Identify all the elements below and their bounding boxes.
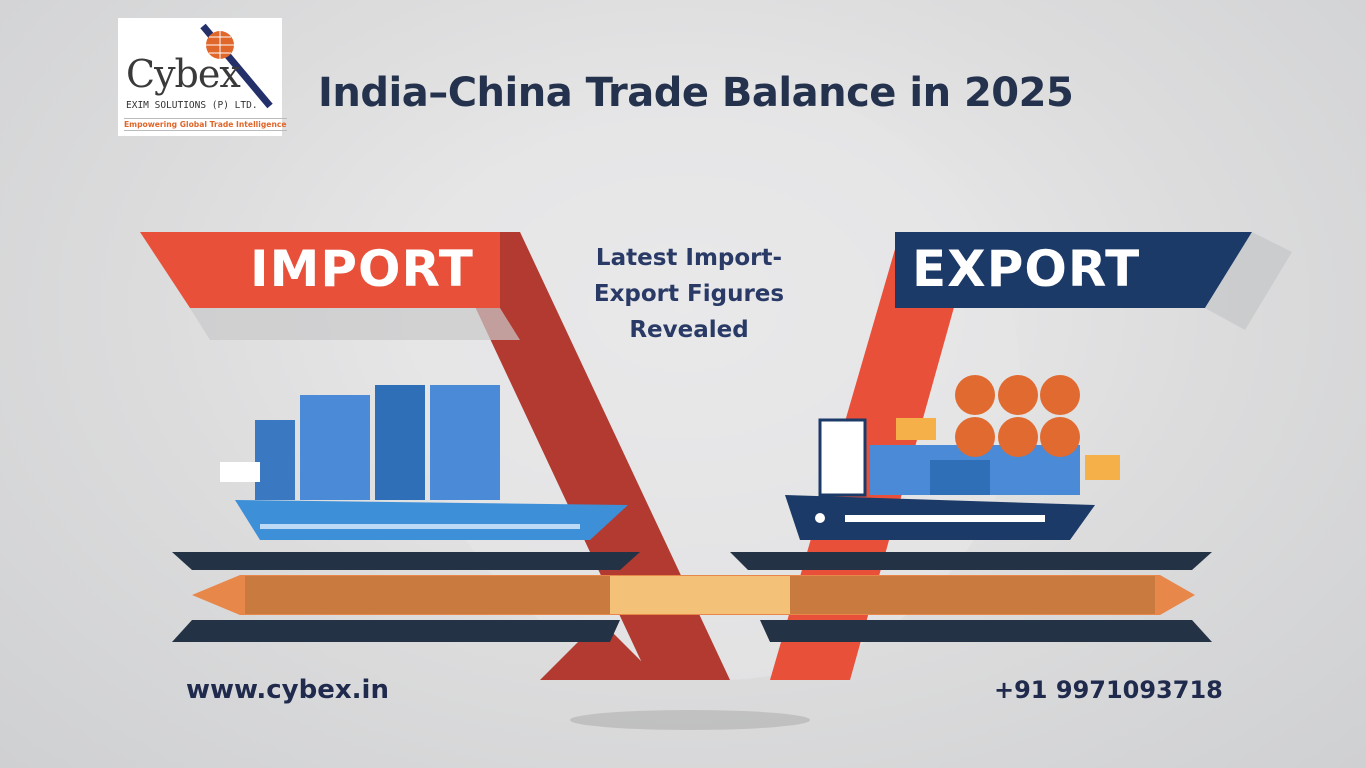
- globe-icon: [200, 23, 273, 109]
- logo-brand: Cybex: [126, 52, 241, 96]
- logo-company: EXIM SOLUTIONS (P) LTD.: [126, 100, 258, 111]
- import-banner: [140, 232, 500, 308]
- x-stroke-left: [440, 232, 730, 680]
- x-base-left: [540, 620, 660, 680]
- export-banner: [895, 232, 1252, 308]
- website-link[interactable]: www.cybex.in: [186, 675, 389, 705]
- phone-number: +91 9971093718: [994, 676, 1223, 704]
- import-label: IMPORT: [250, 240, 474, 298]
- page-title: India–China Trade Balance in 2025: [318, 70, 1074, 116]
- export-label: EXPORT: [912, 240, 1141, 298]
- shadow: [570, 710, 810, 730]
- logo-tagline: Empowering Global Trade Intelligence: [124, 118, 287, 131]
- company-logo: Cybex EXIM SOLUTIONS (P) LTD. Empowering…: [118, 18, 287, 136]
- subtitle: Latest Import-Export Figures Revealed: [593, 245, 785, 343]
- export-ship-illustration: [785, 375, 1120, 540]
- import-ship-illustration: [220, 385, 628, 540]
